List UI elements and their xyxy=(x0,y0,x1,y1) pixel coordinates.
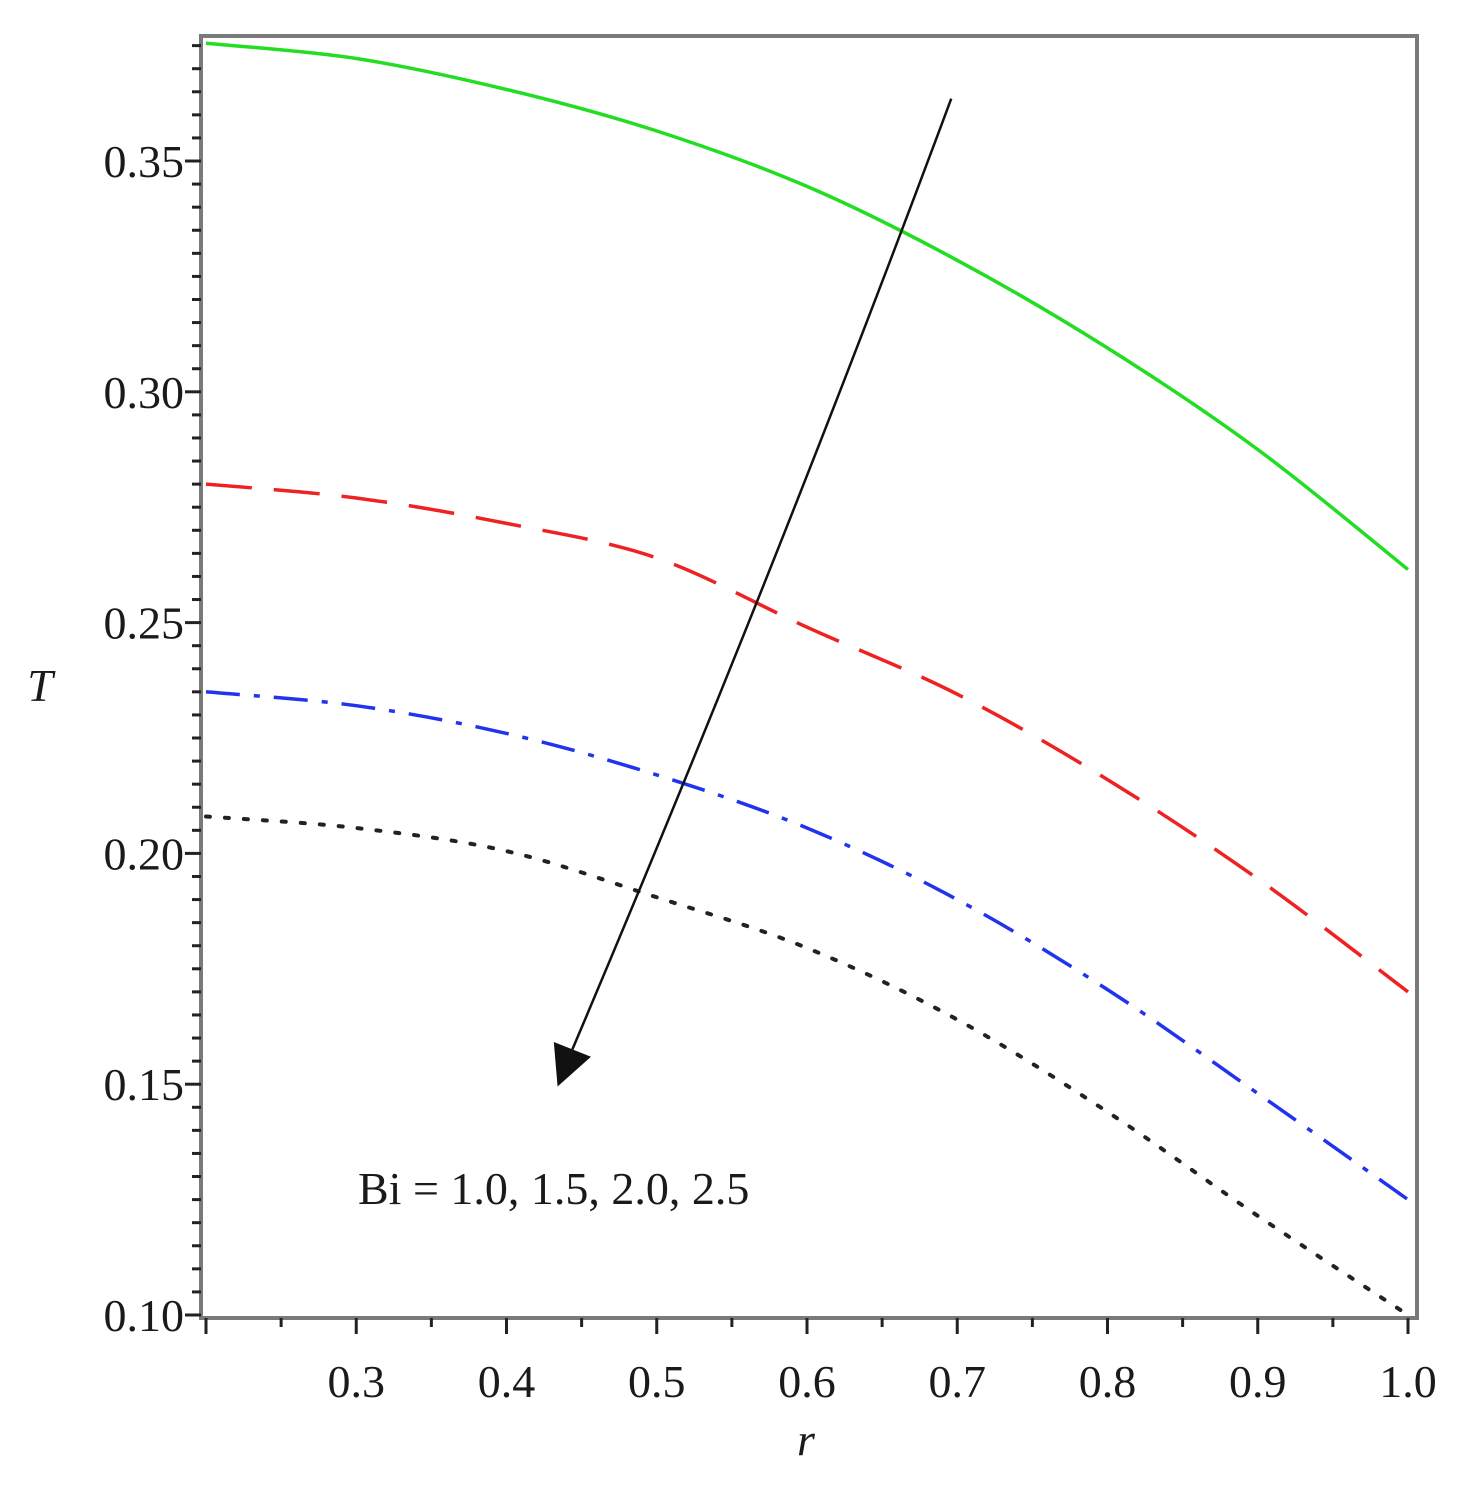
x-tick-label: 0.7 xyxy=(929,1356,987,1407)
x-tick-label: 0.5 xyxy=(628,1356,686,1407)
series-line-2 xyxy=(205,482,1410,994)
series-line-3 xyxy=(205,690,1410,1202)
trend-arrow-head xyxy=(553,1041,591,1087)
arrow-layer xyxy=(553,98,953,1087)
y-tick-label: 0.20 xyxy=(104,828,185,879)
plot-frame xyxy=(199,34,1419,1320)
y-tick-label: 0.35 xyxy=(104,136,185,187)
y-tick-label: 0.10 xyxy=(104,1290,185,1341)
ticks xyxy=(185,44,1410,1334)
labels: 0.3 0.4 0.5 0.6 0.7 0.8 0.9 1.0 0.10 0.15 0.20 0.25… xyxy=(104,136,1437,1407)
series-line-1 xyxy=(205,41,1410,571)
x-tick-label: 1.0 xyxy=(1379,1356,1437,1407)
x-tick-label: 0.9 xyxy=(1229,1356,1287,1407)
x-tick-label: 0.6 xyxy=(778,1356,836,1407)
y-tick-label: 0.30 xyxy=(104,367,185,418)
y-tick-label: 0.15 xyxy=(104,1059,185,1110)
y-axis-label: T xyxy=(27,660,56,711)
x-tick-label: 0.8 xyxy=(1079,1356,1137,1407)
x-tick-label: 0.3 xyxy=(328,1356,386,1407)
series-layer xyxy=(204,41,1410,1317)
x-tick-label: 0.4 xyxy=(478,1356,536,1407)
y-tick-label: 0.25 xyxy=(104,598,185,649)
trend-arrow-shaft xyxy=(571,98,953,1050)
x-axis-label: r xyxy=(797,1414,816,1465)
series-line-4 xyxy=(204,814,1410,1317)
bi-annotation: Bi = 1.0, 1.5, 2.0, 2.5 xyxy=(358,1163,749,1214)
